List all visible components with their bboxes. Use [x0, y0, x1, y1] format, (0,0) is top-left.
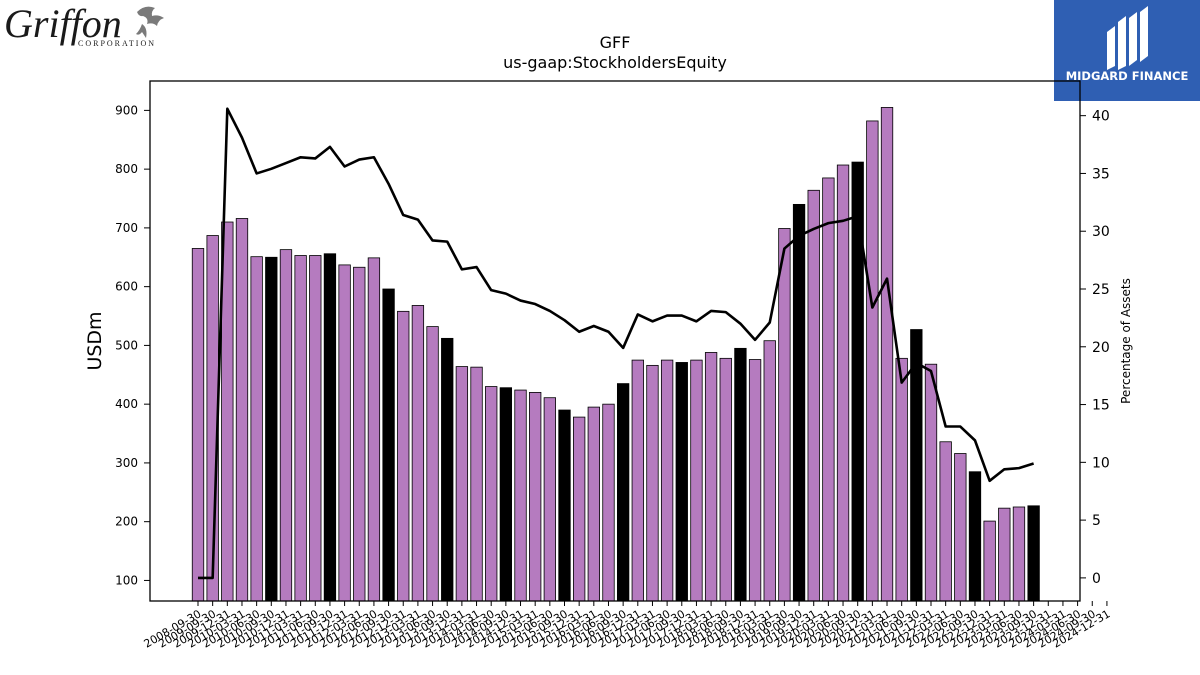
bar-2018-03-31 — [704, 352, 718, 602]
bar-2022-06-30 — [954, 453, 967, 602]
y2-tick-label-5: 5 — [1092, 513, 1101, 529]
bar-2012-06-30 — [367, 257, 381, 602]
bar-2019-09-30 — [792, 203, 806, 602]
griffon-logo-subtext: CORPORATION — [78, 39, 156, 48]
bar-2018-06-30 — [719, 357, 732, 602]
bar-2017-09-30 — [675, 362, 688, 602]
bar-2017-03-31 — [646, 364, 659, 602]
y-tick-label-100: 100 — [115, 573, 138, 587]
x-axis: 2008-09-302009-09-302009-12-312010-03-31… — [142, 601, 1112, 651]
bar-2010-06-30 — [250, 256, 263, 602]
bar-2008-09-30 — [191, 248, 205, 602]
bar-2019-03-31 — [763, 340, 776, 602]
bar-2017-06-30 — [660, 359, 674, 602]
bar-2012-09-30 — [382, 288, 395, 602]
bar-2023-09-30 — [1027, 505, 1040, 602]
bar-2011-12-31 — [338, 264, 351, 602]
y-axis-label: USDm — [84, 311, 106, 370]
bar-2016-03-31 — [587, 406, 600, 602]
y2-tick-label-0: 0 — [1092, 571, 1101, 587]
bar-2021-06-30 — [895, 357, 908, 602]
y-tick-label-200: 200 — [115, 515, 138, 529]
bar-2022-12-31 — [983, 520, 996, 602]
chart-subtitle: us-gaap:StockholdersEquity — [503, 53, 727, 72]
bar-2016-09-30 — [616, 383, 630, 602]
bar-2020-03-31 — [822, 177, 835, 602]
bar-2023-03-31 — [998, 507, 1011, 602]
bar-2014-03-31 — [470, 366, 483, 602]
bar-2010-09-30 — [265, 256, 278, 602]
y2-tick-label-10: 10 — [1092, 455, 1110, 471]
y2-tick-label-30: 30 — [1092, 224, 1110, 240]
y2-tick-label-40: 40 — [1092, 109, 1110, 125]
bar-2015-03-31 — [529, 392, 542, 602]
y-tick-label-400: 400 — [115, 397, 138, 411]
bar-2019-06-30 — [778, 228, 791, 602]
plot-frame — [149, 80, 1081, 602]
bar-2011-06-30 — [309, 255, 322, 602]
y2-tick-label-20: 20 — [1092, 340, 1110, 356]
bar-2013-06-30 — [426, 326, 439, 602]
bar-2018-09-30 — [734, 347, 747, 602]
y2-tick-label-15: 15 — [1092, 398, 1110, 414]
y-tick-label-800: 800 — [115, 162, 138, 176]
bar-2023-06-30 — [1012, 506, 1026, 602]
y-tick-label-700: 700 — [115, 221, 138, 235]
midgard-finance-logo: MIDGARD FINANCE — [1054, 0, 1200, 101]
bar-2010-03-31 — [235, 218, 249, 602]
bar-2020-06-30 — [836, 164, 850, 602]
bar-2014-12-31 — [514, 389, 527, 602]
griffin-icon — [136, 6, 164, 38]
bars-layer — [191, 107, 1040, 602]
bar-2017-12-31 — [690, 359, 703, 602]
bar-2014-09-30 — [499, 387, 513, 602]
chart-title: GFF — [600, 33, 631, 52]
bar-2010-12-31 — [279, 249, 293, 602]
bar-2015-09-30 — [558, 409, 571, 602]
bar-2021-03-31 — [880, 107, 894, 602]
bar-2015-06-30 — [543, 397, 556, 602]
griffon-logo-wordmark: Griffon — [4, 2, 122, 46]
bar-2014-06-30 — [485, 386, 498, 602]
y2-tick-label-35: 35 — [1092, 166, 1110, 182]
y-tick-label-900: 900 — [115, 103, 138, 117]
y-axis-left: 100 200 300 400 500 600 700 800 900 — [115, 103, 150, 587]
bar-2012-12-31 — [397, 310, 410, 602]
bar-2011-03-31 — [294, 255, 307, 602]
bar-2013-03-31 — [411, 305, 425, 602]
y-tick-label-300: 300 — [115, 456, 138, 470]
bar-2013-09-30 — [441, 337, 454, 602]
bar-2020-09-30 — [851, 161, 864, 602]
bar-2013-12-31 — [455, 366, 469, 602]
line-layer — [198, 107, 1035, 580]
midgard-m-icon — [1107, 6, 1148, 70]
bar-2019-12-31 — [807, 189, 820, 602]
y-tick-label-500: 500 — [115, 338, 138, 352]
bar-2012-03-31 — [353, 266, 366, 602]
bar-2022-03-31 — [939, 441, 952, 602]
bar-2022-09-30 — [968, 471, 982, 602]
bar-2016-06-30 — [602, 403, 615, 602]
bar-2011-09-30 — [323, 253, 337, 602]
percentage-of-assets-line — [198, 107, 1035, 580]
bar-2015-12-31 — [573, 416, 586, 602]
y-axis-right: 0 5 10 15 20 25 30 35 40 — [1080, 109, 1110, 587]
bar-2021-12-31 — [924, 363, 938, 602]
bar-2016-12-31 — [631, 359, 644, 602]
griffon-logo: Griffon CORPORATION — [4, 1, 174, 50]
y2-tick-label-25: 25 — [1092, 282, 1110, 298]
bar-2020-12-31 — [866, 120, 879, 602]
midgard-finance-wordmark: MIDGARD FINANCE — [1066, 69, 1189, 83]
bar-2018-12-31 — [748, 359, 762, 602]
y-tick-label-600: 600 — [115, 280, 138, 294]
y2-axis-label: Percentage of Assets — [1119, 278, 1133, 404]
